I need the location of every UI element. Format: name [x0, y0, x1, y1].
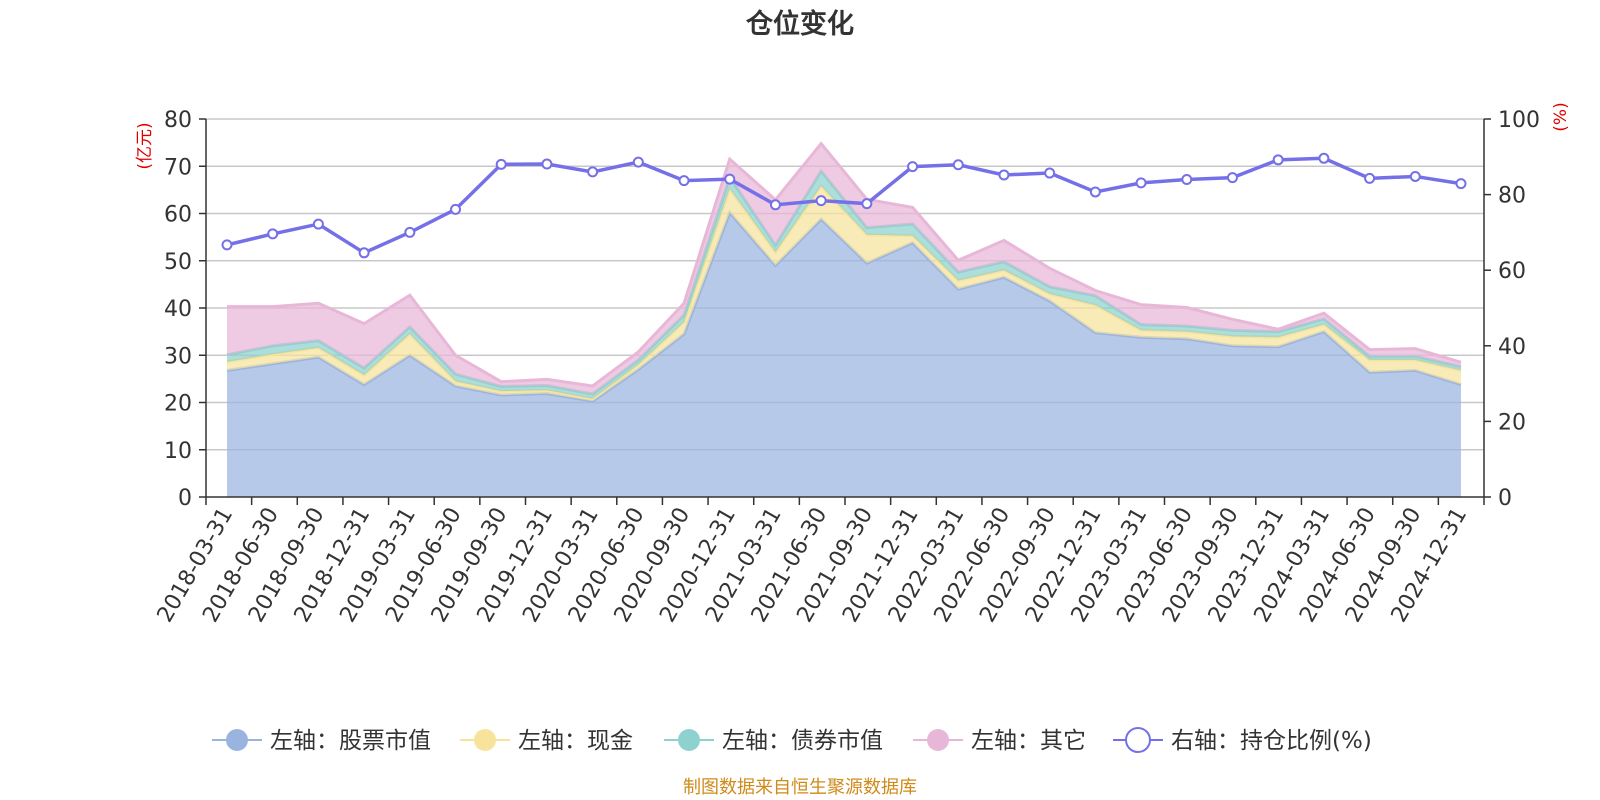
- ratio-point: [267, 228, 279, 240]
- ratio-point: [769, 199, 781, 211]
- ratio-point: [312, 218, 324, 230]
- legend: 左轴：股票市值 左轴：现金 左轴：债券市值 左轴：其它 右轴：持仓比例(%): [212, 727, 1372, 754]
- right-axis-unit: (%): [1551, 102, 1571, 131]
- left-tick-label: 0: [178, 486, 192, 511]
- left-tick-label: 40: [164, 297, 192, 322]
- chart-title: 仓位变化: [745, 8, 854, 40]
- ratio-point: [1226, 172, 1238, 184]
- right-tick-label: 40: [1498, 335, 1526, 360]
- legend-label: 左轴：其它: [971, 728, 1086, 754]
- area-edge-左轴：其它: [227, 141, 1462, 388]
- ratio-line: [226, 156, 1462, 255]
- right-tick-label: 60: [1498, 259, 1526, 284]
- line-series: [221, 152, 1467, 259]
- ratio-point: [1181, 173, 1193, 185]
- left-tick-label: 10: [164, 439, 192, 464]
- right-tick-label: 0: [1498, 486, 1512, 511]
- left-tick-label: 60: [164, 203, 192, 228]
- legend-swatch: [927, 729, 949, 751]
- left-tick-label: 20: [164, 392, 192, 417]
- right-tick-label: 100: [1498, 108, 1540, 133]
- ratio-point: [587, 166, 599, 178]
- ratio-point: [1135, 177, 1147, 189]
- ratio-point: [815, 195, 827, 207]
- left-tick-label: 80: [164, 108, 192, 133]
- ratio-point: [678, 175, 690, 187]
- ratio-point: [907, 161, 919, 173]
- ratio-point: [1272, 154, 1284, 166]
- legend-swatch: [678, 729, 700, 751]
- ratio-point: [221, 239, 233, 251]
- ratio-point: [450, 203, 462, 215]
- right-tick-label: 80: [1498, 184, 1526, 209]
- ratio-point: [495, 158, 507, 170]
- legend-swatch: [226, 729, 248, 751]
- left-tick-label: 70: [164, 155, 192, 180]
- ratio-point: [1409, 170, 1421, 182]
- ratio-point: [541, 158, 553, 170]
- ratio-point: [1044, 167, 1056, 179]
- ratio-point: [632, 156, 644, 168]
- area-左轴：其它: [227, 143, 1461, 394]
- right-tick-label: 20: [1498, 410, 1526, 435]
- ratio-point: [1318, 152, 1330, 164]
- area-左轴：现金: [227, 186, 1461, 402]
- ratio-point: [358, 247, 370, 259]
- left-tick-label: 50: [164, 250, 192, 275]
- legend-label: 左轴：债券市值: [722, 728, 883, 754]
- ratio-point: [404, 226, 416, 238]
- left-tick-label: 30: [164, 344, 192, 369]
- ratio-point: [724, 173, 736, 185]
- ratio-point: [952, 159, 964, 171]
- ratio-point: [861, 198, 873, 210]
- legend-label: 右轴：持仓比例(%): [1171, 728, 1372, 754]
- legend-swatch: [474, 729, 496, 751]
- area-左轴：股票市值: [227, 212, 1461, 497]
- ratio-point: [1089, 186, 1101, 198]
- source-note: 制图数据来自恒生聚源数据库: [683, 777, 917, 798]
- ratio-point: [998, 169, 1010, 181]
- legend-label: 左轴：现金: [518, 728, 633, 754]
- area-series: [226, 141, 1462, 497]
- ratio-point: [1364, 172, 1376, 184]
- ratio-point: [1455, 178, 1467, 190]
- left-axis-unit: (亿元): [135, 122, 155, 169]
- legend-swatch: [1125, 727, 1151, 753]
- legend-label: 左轴：股票市值: [270, 728, 431, 754]
